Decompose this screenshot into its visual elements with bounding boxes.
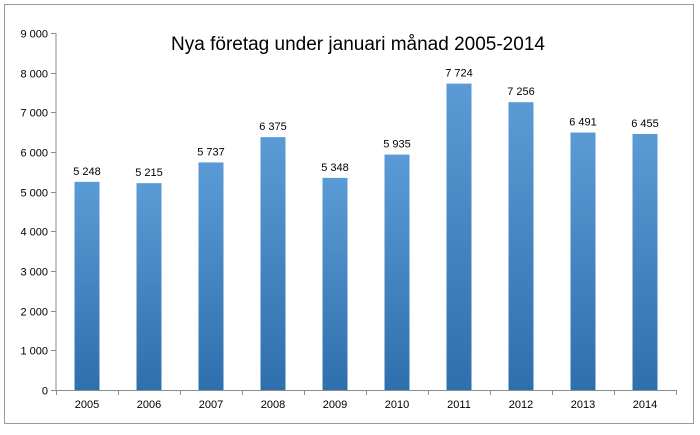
data-label-2014: 6 455 — [631, 118, 659, 130]
data-label-2012: 7 256 — [507, 86, 535, 98]
x-tick-label: 2008 — [261, 399, 285, 411]
bar-2009 — [322, 177, 348, 390]
x-tick-label: 2010 — [385, 399, 409, 411]
data-label-2008: 6 375 — [259, 121, 287, 133]
y-tick-label: 0 — [42, 386, 48, 398]
data-labels: 5 248 5 215 5 737 6 375 5 348 5 935 7 724 7 256… — [73, 68, 659, 180]
data-label-2006: 5 215 — [135, 167, 163, 179]
x-tick-label: 2006 — [137, 399, 161, 411]
data-label-2010: 5 935 — [383, 139, 411, 151]
bar-2010 — [384, 154, 410, 390]
y-tick-label: 1 000 — [20, 346, 48, 358]
y-tick-label: 4 000 — [20, 227, 48, 239]
y-axis: 0 1 000 2 000 3 000 4 000 5 000 6 000 7 000 8 00… — [20, 29, 57, 398]
data-label-2013: 6 491 — [569, 117, 597, 129]
y-tick-label: 5 000 — [20, 188, 48, 200]
chart-title: Nya företag under januari månad 2005-201… — [171, 34, 545, 55]
x-tick-label: 2009 — [323, 399, 347, 411]
data-label-2007: 5 737 — [197, 146, 225, 158]
data-label-2011: 7 724 — [445, 68, 473, 80]
bars — [74, 83, 658, 391]
bar-2011 — [446, 83, 472, 390]
bar-2005 — [74, 181, 100, 390]
x-tick-label: 2005 — [75, 399, 99, 411]
y-tick-label: 9 000 — [20, 29, 48, 41]
x-axis: 2005 2006 2007 2008 2009 2010 2011 2012 2013 2014 — [56, 390, 677, 411]
x-tick-label: 2014 — [633, 399, 657, 411]
x-tick-label: 2013 — [571, 399, 595, 411]
bar-2013 — [570, 132, 596, 390]
y-tick-label: 3 000 — [20, 267, 48, 279]
bar-2012 — [508, 102, 534, 391]
bar-2007 — [198, 162, 224, 390]
y-tick-label: 8 000 — [20, 69, 48, 81]
bar-2008 — [260, 137, 286, 390]
x-tick-label: 2007 — [199, 399, 223, 411]
x-tick-label: 2011 — [447, 399, 471, 411]
data-label-2005: 5 248 — [73, 166, 101, 178]
data-label-2009: 5 348 — [321, 162, 349, 174]
bar-2014 — [632, 133, 658, 390]
x-tick-label: 2012 — [509, 399, 533, 411]
y-tick-label: 6 000 — [20, 148, 48, 160]
y-tick-label: 7 000 — [20, 108, 48, 120]
y-tick-label: 2 000 — [20, 307, 48, 319]
bar-2006 — [136, 183, 162, 390]
